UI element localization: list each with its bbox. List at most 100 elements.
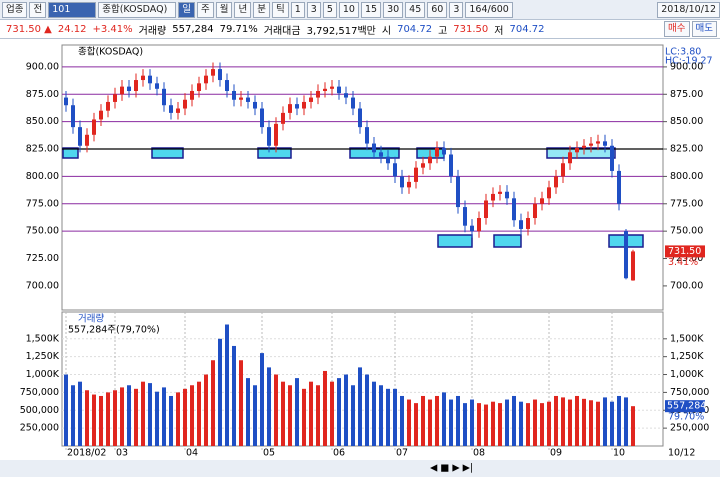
volume-bar [134, 388, 138, 446]
volume-bar [540, 403, 544, 446]
candle-body [295, 104, 299, 109]
y2-tick-label-right: 1,500K [670, 333, 704, 344]
volume-bar [99, 395, 103, 446]
x-tick-label: 04 [186, 448, 198, 459]
toolbar-button[interactable]: 60 [427, 1, 448, 18]
candle-body [582, 145, 586, 148]
buy-button[interactable]: 매수 [664, 21, 690, 37]
toolbar-button[interactable]: 45 [405, 1, 426, 18]
candle-body [330, 86, 334, 89]
price-pane [61, 44, 664, 311]
date[interactable]: 2018/10/12 [657, 1, 720, 18]
x-tick-label: 2018/02 [67, 448, 106, 459]
y-tick-label-left: 850.00 [26, 116, 59, 127]
scrollbar[interactable] [0, 460, 720, 477]
count-unit[interactable]: 3 [449, 1, 464, 18]
candle-body [337, 86, 341, 94]
sell-button[interactable]: 매도 [691, 21, 717, 37]
candle-body [267, 127, 271, 146]
volume-bar [281, 381, 285, 446]
candle-body [407, 181, 411, 188]
y-tick-label-left: 750.00 [26, 226, 59, 237]
volume-bar [358, 367, 362, 446]
candle-body [316, 90, 320, 98]
x-tick-label: 08 [473, 448, 485, 459]
candle-body [617, 170, 621, 204]
toolbar-button[interactable]: 주 [196, 1, 214, 18]
candle-body [71, 105, 75, 128]
volume-bar [197, 381, 201, 446]
candle-body [561, 163, 565, 177]
candle-body [127, 86, 131, 91]
volume-bar [449, 399, 453, 446]
candle-body [575, 147, 579, 153]
chart: 종합(KOSDAQ) LC:3.80 HC:-19.27 거래량 557,284… [0, 44, 720, 477]
y-tick-label-right: 825.00 [670, 144, 703, 155]
volume-bar [239, 360, 243, 446]
candle-body [204, 75, 208, 84]
toolbar-button[interactable]: 일 [178, 1, 195, 18]
last-pct: 3.41% [668, 257, 698, 268]
candle-body [225, 80, 229, 91]
volume-bar [463, 403, 467, 446]
y2-tick-label-left: 1,000K [26, 369, 60, 380]
mode[interactable]: 전 [29, 1, 47, 18]
toolbar-button[interactable]: 1 [290, 1, 305, 18]
volume-bar [176, 392, 180, 446]
candle-body [162, 88, 166, 106]
toolbar-button[interactable]: 30 [383, 1, 404, 18]
volume-bar [190, 385, 194, 446]
volume-bar [253, 385, 257, 446]
candle-body [232, 90, 236, 100]
volume-bar [372, 381, 376, 446]
toolbar-button[interactable]: 월 [215, 1, 233, 18]
toolbar-button[interactable]: 10 [338, 1, 359, 18]
toolbar-button[interactable]: 틱 [271, 1, 289, 18]
volume-bar [127, 385, 131, 446]
y2-tick-label-left: 750,000 [20, 387, 59, 398]
scroll-buttons[interactable]: ◀ ■ ▶ ▶| [430, 463, 473, 474]
volume-bar [365, 374, 369, 446]
change-pct: +3.41% [92, 23, 133, 35]
y2-tick-label-right: 1,250K [670, 351, 704, 362]
volume-bar [477, 403, 481, 446]
candle-body [253, 101, 257, 109]
volume-bar [491, 401, 495, 446]
candle-body [197, 83, 201, 91]
end-date: 10/12 [668, 448, 695, 459]
x-tick-label: 10 [613, 448, 625, 459]
candle-body [393, 163, 397, 177]
volume-bar [351, 385, 355, 446]
candle-body [99, 110, 103, 120]
candle-body [400, 176, 404, 188]
volume-bar [386, 388, 390, 446]
market[interactable]: 업종 [2, 1, 28, 18]
candle-body [323, 88, 327, 91]
last-volume-pct: 79.70% [668, 412, 704, 423]
x-tick-label: 03 [116, 448, 128, 459]
toolbar-button[interactable]: 년 [234, 1, 252, 18]
toolbar-button[interactable]: 3 [306, 1, 321, 18]
candle-body [484, 200, 488, 219]
name[interactable]: 종합(KOSDAQ) [98, 1, 177, 18]
y-tick-label-right: 875.00 [670, 89, 703, 100]
volume-bar [407, 399, 411, 446]
candle-body [540, 198, 544, 204]
amt-label: 거래대금 [263, 25, 301, 37]
candle-body [351, 97, 355, 109]
toolbar-button[interactable]: 5 [322, 1, 337, 18]
candle-body [526, 218, 530, 229]
code[interactable]: 101 [48, 1, 97, 18]
volume-bar [344, 374, 348, 446]
candle-body [379, 152, 383, 157]
toolbar-button[interactable]: 15 [360, 1, 382, 18]
candle-body [498, 191, 502, 194]
y-tick-label-right: 850.00 [670, 116, 703, 127]
x-tick-label: 07 [396, 448, 408, 459]
last-price: 731.50 [668, 246, 701, 257]
candle-body [456, 176, 460, 208]
toolbar-button[interactable]: 분 [253, 1, 270, 18]
y-tick-label-left: 825.00 [26, 144, 59, 155]
volume-bar [64, 374, 68, 446]
y-tick-label-left: 900.00 [26, 61, 59, 72]
